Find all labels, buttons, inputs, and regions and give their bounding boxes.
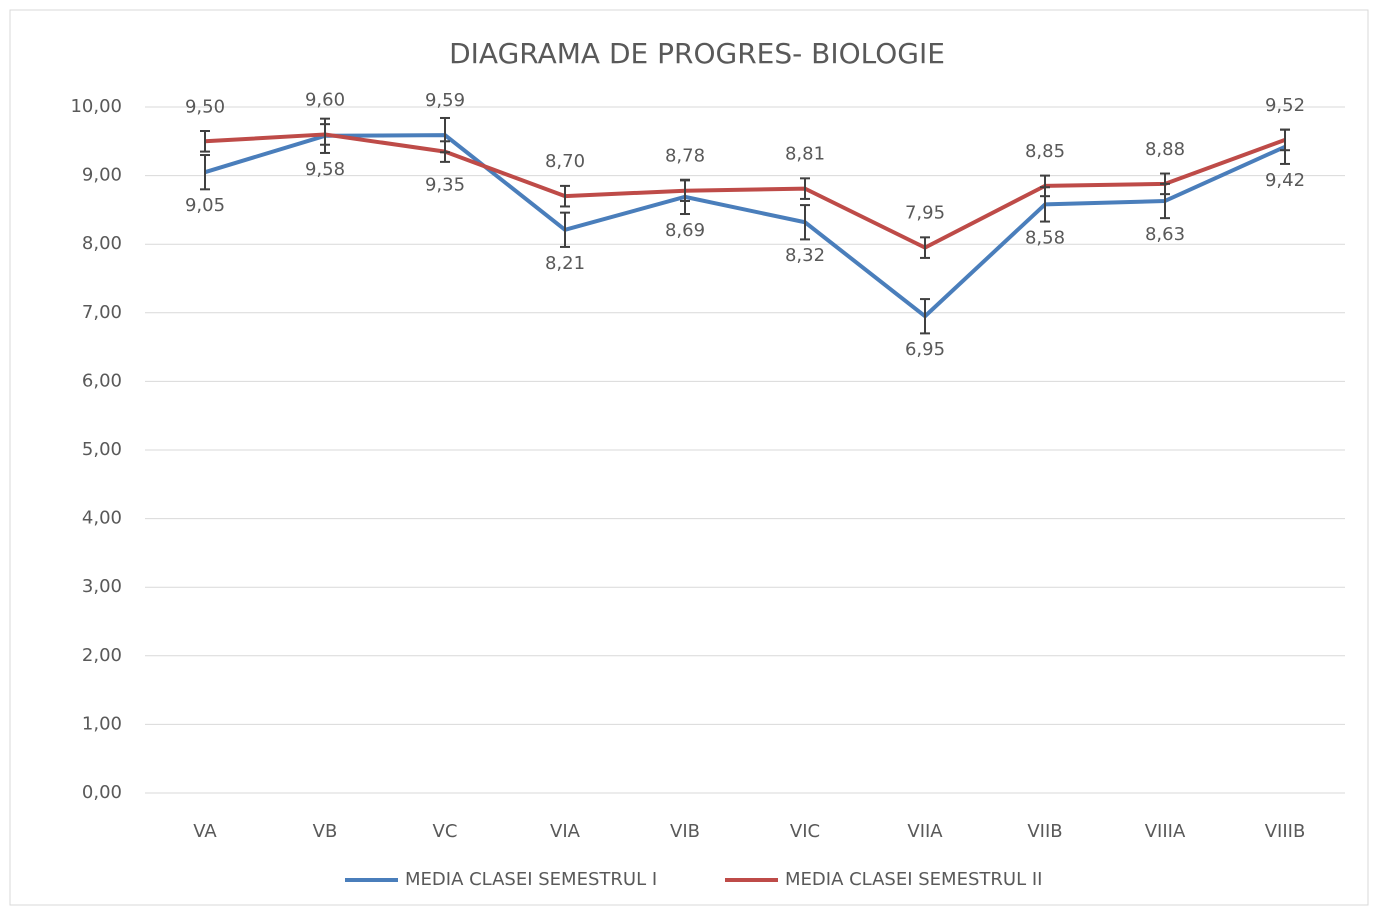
error-bar [200,130,210,153]
error-bar [560,211,570,248]
data-label: 6,95 [905,339,945,360]
x-tick-label: VC [433,821,458,842]
legend-label: MEDIA CLASEI SEMESTRUL I [405,869,657,890]
error-bar [920,236,930,259]
y-tick-label: 0,00 [82,782,122,803]
x-tick-label: VIIIB [1265,821,1306,842]
data-label: 8,32 [785,245,825,266]
data-label: 8,63 [1145,224,1185,245]
data-label: 9,60 [305,89,345,110]
error-bar [320,123,330,146]
error-bar [1160,172,1170,196]
data-label: 7,95 [905,203,945,224]
y-tick-label: 1,00 [82,713,122,734]
data-label: 9,42 [1265,170,1305,191]
y-tick-label: 6,00 [82,370,122,391]
chart-border [9,9,1369,906]
x-tick-label: VIIA [907,821,943,842]
y-tick-label: 8,00 [82,233,122,254]
x-tick-label: VIIIA [1145,821,1186,842]
data-label: 9,05 [185,195,225,216]
error-bar [1280,128,1290,152]
y-tick-label: 4,00 [82,508,122,529]
x-tick-label: VA [193,821,217,842]
data-label: 9,50 [185,96,225,117]
y-tick-label: 7,00 [82,302,122,323]
y-tick-label: 2,00 [82,645,122,666]
error-bar [680,179,690,202]
x-tick-label: VIA [550,821,581,842]
error-bar [200,154,210,191]
error-bar [1040,174,1050,198]
data-label: 9,52 [1265,95,1305,116]
x-tick-label: VIIB [1027,821,1062,842]
data-label: 8,81 [785,144,825,165]
data-label: 9,59 [425,90,465,111]
data-label: 8,78 [665,146,705,167]
y-tick-label: 9,00 [82,165,122,186]
error-bar [440,140,450,163]
data-label: 8,85 [1025,141,1065,162]
data-label: 9,35 [425,175,465,196]
data-label: 9,58 [305,159,345,180]
error-bar [800,204,810,241]
error-bar [920,298,930,335]
series-line [204,133,1286,319]
data-label: 8,69 [665,220,705,241]
legend-label: MEDIA CLASEI SEMESTRUL II [785,869,1042,890]
error-bar [800,177,810,200]
data-label: 8,21 [545,253,585,274]
series-line [204,132,1286,250]
y-tick-label: 5,00 [82,439,122,460]
data-label: 8,70 [545,151,585,172]
x-tick-label: VIB [670,821,700,842]
data-label: 8,58 [1025,227,1065,248]
x-tick-label: VIC [790,821,820,842]
data-label: 8,88 [1145,139,1185,160]
y-tick-label: 3,00 [82,576,122,597]
error-bar [560,184,570,208]
x-tick-label: VB [313,821,338,842]
chart-title: DIAGRAMA DE PROGRES- BIOLOGIE [449,37,945,70]
y-tick-label: 10,00 [70,96,122,117]
